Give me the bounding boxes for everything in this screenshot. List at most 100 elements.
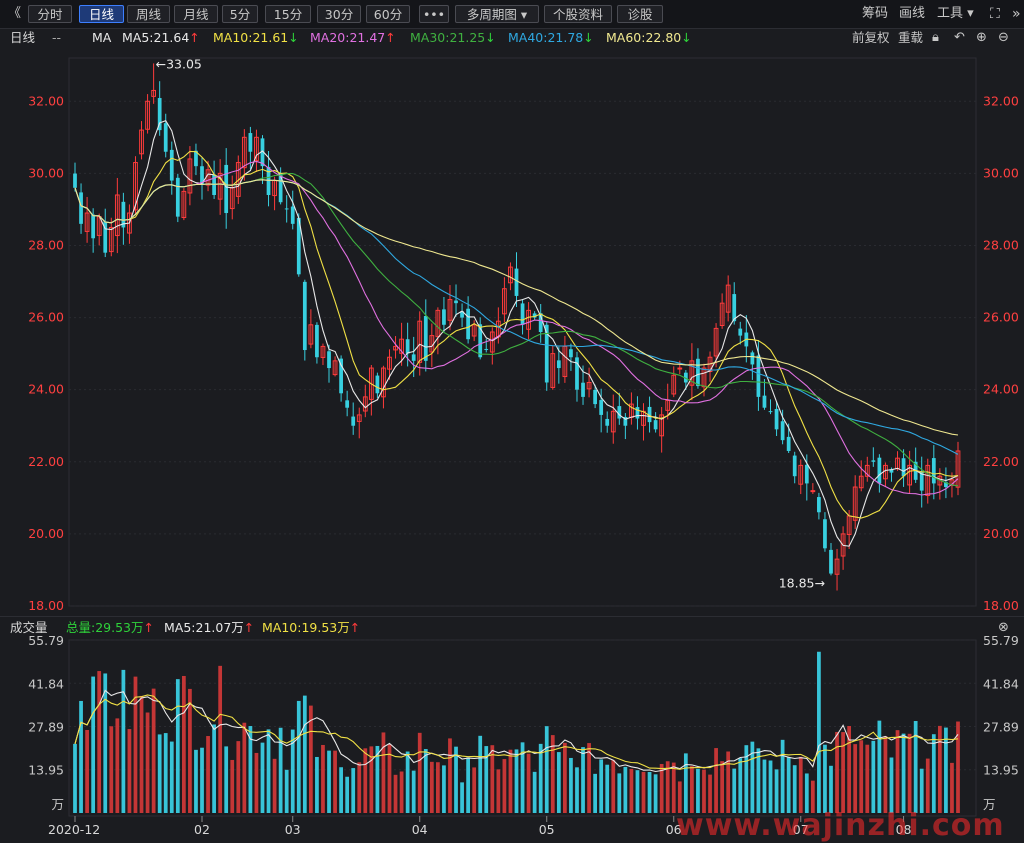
tab-2[interactable]: 周线 [127, 5, 170, 23]
volume-bar [302, 695, 307, 813]
tab-9[interactable]: 多周期图 ▾ [455, 5, 539, 23]
tab-4[interactable]: 5分 [222, 5, 258, 23]
candle-body [315, 324, 319, 358]
volume-bar [931, 734, 936, 813]
volume-bar [484, 746, 489, 813]
volume-bar [605, 764, 610, 813]
candle-body [121, 201, 126, 228]
more-icon[interactable]: » [1012, 6, 1021, 22]
volume-bar [520, 742, 525, 813]
volume-bar [841, 732, 845, 813]
price-tick-label: 26.00 [28, 310, 64, 325]
undo-icon[interactable]: ↶ [954, 30, 965, 45]
ma-legend-item: MA40:21.78↓ [508, 30, 594, 45]
price-tick-label-right: 18.00 [983, 598, 1019, 613]
volume-bar [526, 753, 531, 813]
candle-body [780, 421, 785, 441]
close-icon[interactable]: ⊗ [998, 620, 1009, 635]
volume-bar [230, 759, 235, 813]
candle-body [810, 490, 816, 493]
price-tick-label: 32.00 [28, 93, 64, 108]
volume-bar [472, 767, 477, 813]
volume-bar [750, 741, 755, 813]
volume-bar [345, 776, 350, 813]
tab-0[interactable]: 分时 [28, 5, 72, 23]
zoom-out-icon[interactable]: ⊖ [998, 30, 1009, 45]
candle-body [248, 133, 253, 152]
candle-body [308, 324, 314, 345]
volume-bar [460, 782, 464, 813]
volume-bar [544, 726, 549, 813]
lock-icon[interactable]: 🔒︎ [932, 30, 939, 45]
price-tick-label-right: 22.00 [983, 454, 1019, 469]
volume-bar [538, 743, 543, 813]
fullscreen-icon[interactable]: ⛶ [990, 6, 1000, 22]
ma30-line [74, 172, 959, 487]
x-tick-label: 02 [194, 822, 210, 837]
tab-7[interactable]: 60分 [366, 5, 410, 23]
volume-bar [792, 765, 797, 813]
volume-tick-label: 13.95 [28, 763, 64, 778]
tab-1[interactable]: 日线 [79, 5, 124, 23]
volume-bar [956, 721, 960, 813]
volume-bar [647, 771, 652, 813]
volume-bar [357, 762, 362, 813]
volume-bar [925, 758, 930, 813]
volume-bar [339, 767, 343, 813]
chip-button[interactable]: 筹码 [862, 6, 889, 21]
volume-bar [308, 705, 313, 813]
candle-body [817, 497, 821, 513]
candle-body [478, 324, 483, 358]
x-tick-label: 07 [793, 822, 809, 837]
candle-body [296, 217, 301, 275]
candle-body [399, 338, 404, 354]
volume-bar [550, 735, 555, 813]
candle-body [689, 360, 695, 386]
tab-3[interactable]: 月线 [174, 5, 218, 23]
candle-body [665, 400, 671, 411]
period-toolbar: 《 分时 日线 周线 月线 5分 15分 30分 60分 ••• 多周期图 ▾ 个股资料 诊股 筹码 … [0, 0, 1024, 29]
volume-unit-label-right: 万 [983, 797, 996, 812]
candle-body [435, 309, 441, 338]
volume-bar [175, 679, 180, 813]
candle-body [725, 284, 731, 313]
back-icon[interactable]: 《 [8, 6, 22, 21]
volume-bar [133, 676, 138, 813]
volume-bar [405, 751, 410, 813]
candle-body [889, 469, 894, 473]
candle-body [877, 457, 882, 484]
adjust-button[interactable]: 前复权 [852, 30, 890, 45]
tab-6[interactable]: 30分 [317, 5, 361, 23]
tab-5[interactable]: 15分 [265, 5, 311, 23]
candle-body [290, 206, 295, 224]
volume-bar [236, 741, 241, 813]
candle-body [302, 281, 307, 351]
watermark: www.wajinzhi.com [676, 808, 1005, 843]
tools-menu-button[interactable]: 工具 ▾ [937, 6, 974, 21]
candle-body [351, 416, 356, 426]
reload-button[interactable]: 重载 [898, 30, 924, 45]
tab-8[interactable]: ••• [419, 5, 449, 23]
candle-body [931, 458, 936, 484]
volume-bar [254, 752, 259, 813]
candle-body [442, 309, 446, 325]
volume-bar [569, 757, 573, 813]
volume-bar [617, 773, 622, 813]
volume-bar [532, 771, 537, 813]
volume-tick-label-right: 27.89 [983, 720, 1019, 735]
zoom-in-icon[interactable]: ⊕ [976, 30, 987, 45]
draw-line-button[interactable]: 画线 [899, 6, 926, 21]
volume-bar [351, 768, 356, 813]
tab-10[interactable]: 个股资料 [544, 5, 612, 23]
candle-body [919, 471, 924, 491]
volume-bar [901, 733, 906, 813]
volume-bar [726, 751, 731, 813]
tab-11[interactable]: 诊股 [617, 5, 663, 23]
volume-bar [97, 671, 102, 813]
price-tick-label-right: 30.00 [983, 165, 1019, 180]
volume-bar [248, 726, 253, 813]
candle-body [284, 208, 289, 210]
candle-body [798, 464, 804, 485]
volume-bar [242, 722, 247, 813]
ma60-line [74, 179, 959, 436]
